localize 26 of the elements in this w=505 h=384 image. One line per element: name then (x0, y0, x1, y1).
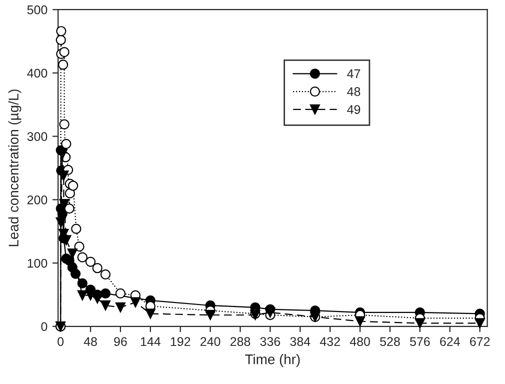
x-tick-label: 336 (260, 337, 280, 346)
x-tick-label: 96 (114, 337, 127, 346)
x-tick-label: 672 (470, 337, 490, 346)
legend-label: 47 (347, 69, 360, 78)
legend-label: 48 (347, 87, 360, 96)
x-axis-title: Time (hr) (245, 354, 300, 367)
y-tick-label: 100 (28, 258, 48, 268)
x-tick-label: 288 (230, 337, 250, 346)
y-tick-label: 0 (41, 322, 48, 332)
x-tick-label: 0 (58, 337, 64, 346)
x-tick-label: 48 (84, 337, 97, 346)
x-tick-label: 624 (440, 337, 460, 346)
legend-label: 49 (347, 105, 360, 114)
x-tick-label: 144 (140, 337, 160, 346)
x-tick-label: 384 (290, 337, 310, 346)
y-tick-label: 300 (27, 132, 48, 141)
x-tick-label: 528 (380, 337, 400, 346)
y-tick-label: 200 (27, 195, 48, 204)
x-tick-label: 480 (350, 337, 370, 346)
y-tick-label: 400 (27, 68, 48, 78)
x-tick-label: 432 (320, 337, 340, 346)
y-tick-label: 500 (27, 5, 48, 14)
x-tick-label: 240 (200, 337, 220, 346)
x-tick-label: 576 (410, 337, 430, 346)
y-axis-title: Lead concentration (µg/L) (8, 90, 22, 246)
x-tick-label: 192 (170, 337, 190, 346)
